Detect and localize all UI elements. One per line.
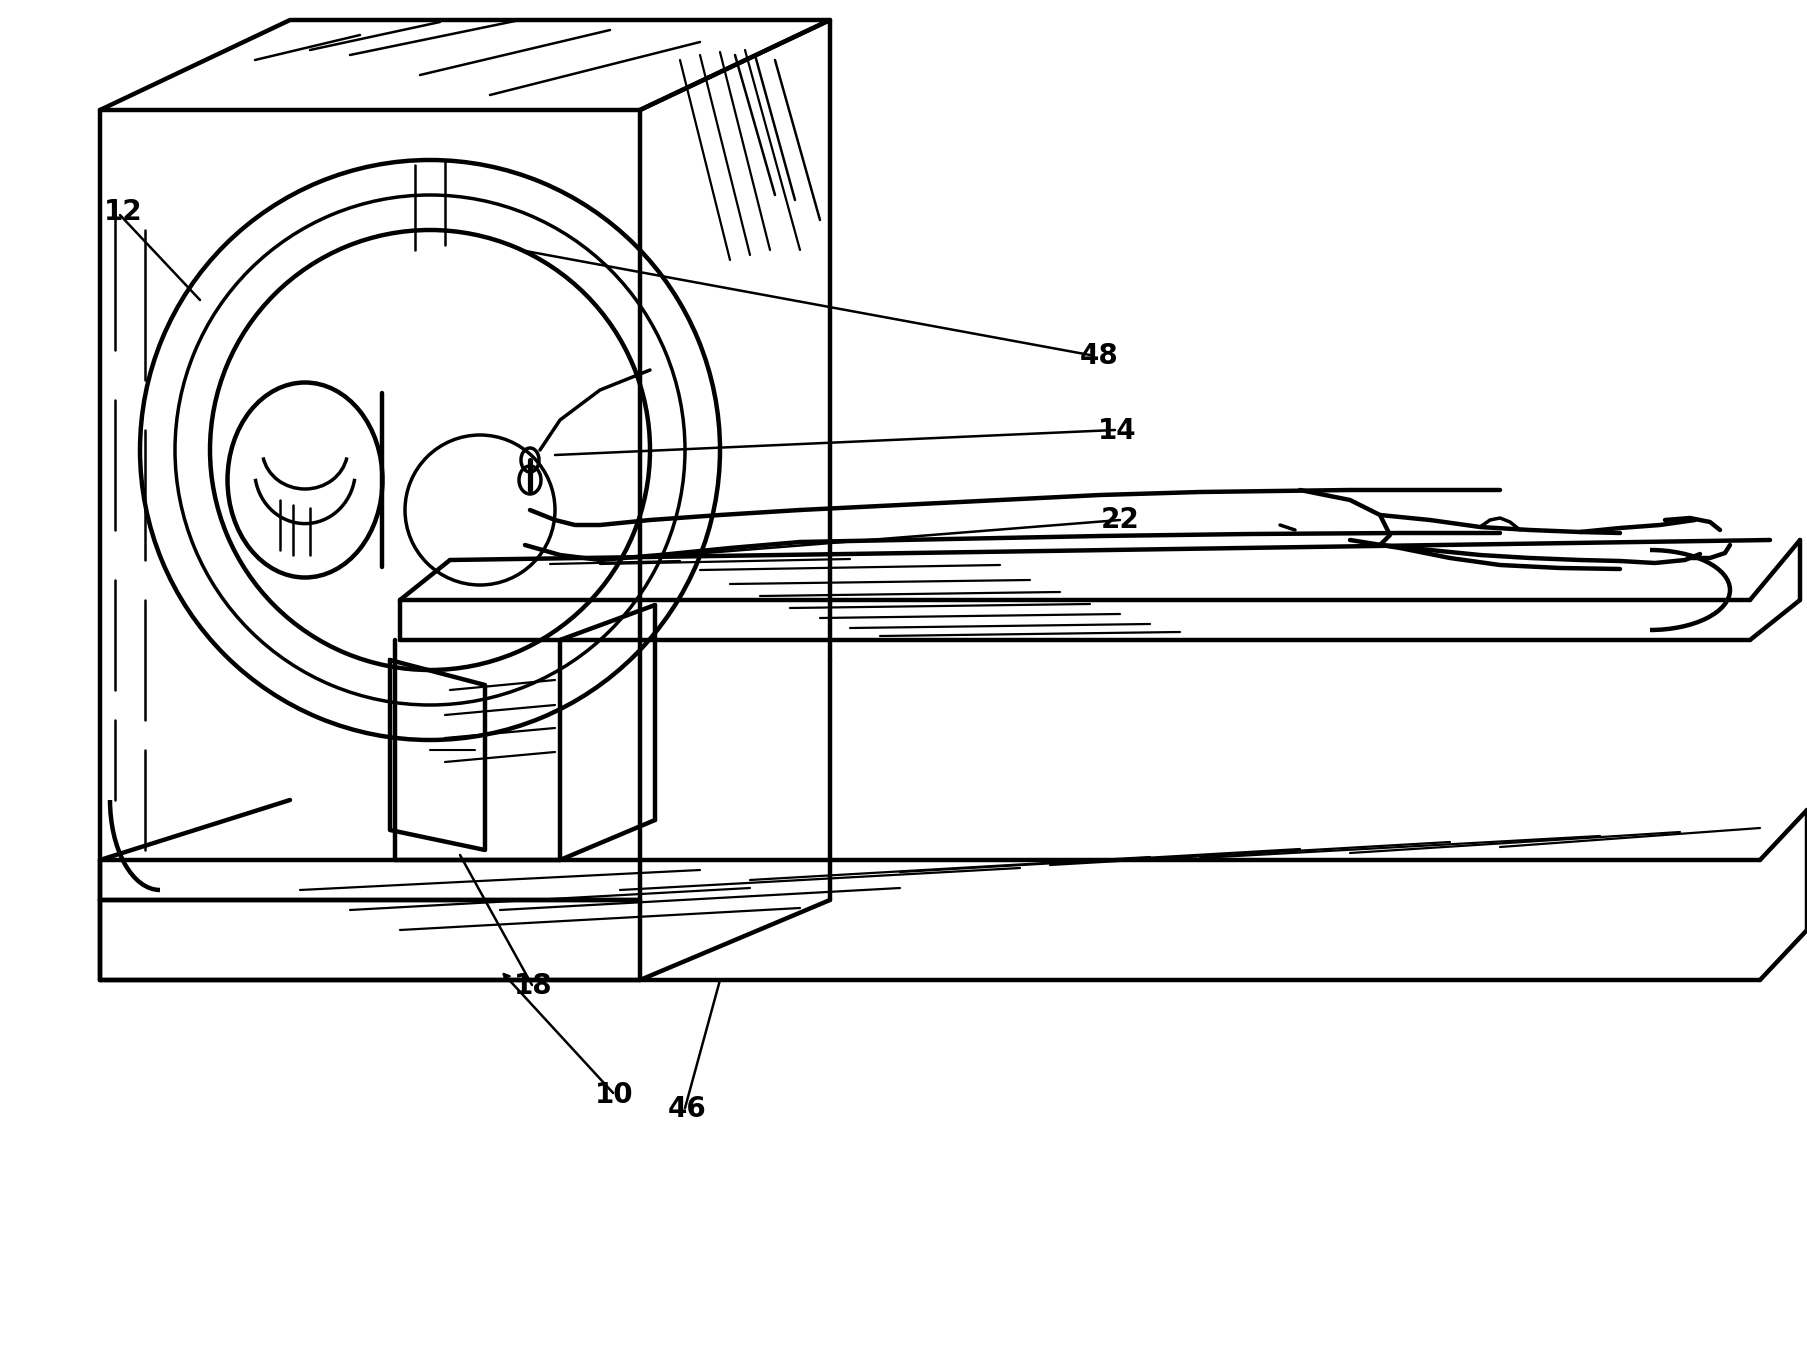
Text: 48: 48 (1079, 342, 1119, 370)
Text: 22: 22 (1100, 507, 1140, 534)
Text: 14: 14 (1097, 418, 1137, 445)
Text: 18: 18 (513, 972, 553, 999)
Text: 10: 10 (595, 1082, 634, 1109)
Text: 12: 12 (103, 199, 143, 226)
Text: 46: 46 (667, 1095, 707, 1123)
